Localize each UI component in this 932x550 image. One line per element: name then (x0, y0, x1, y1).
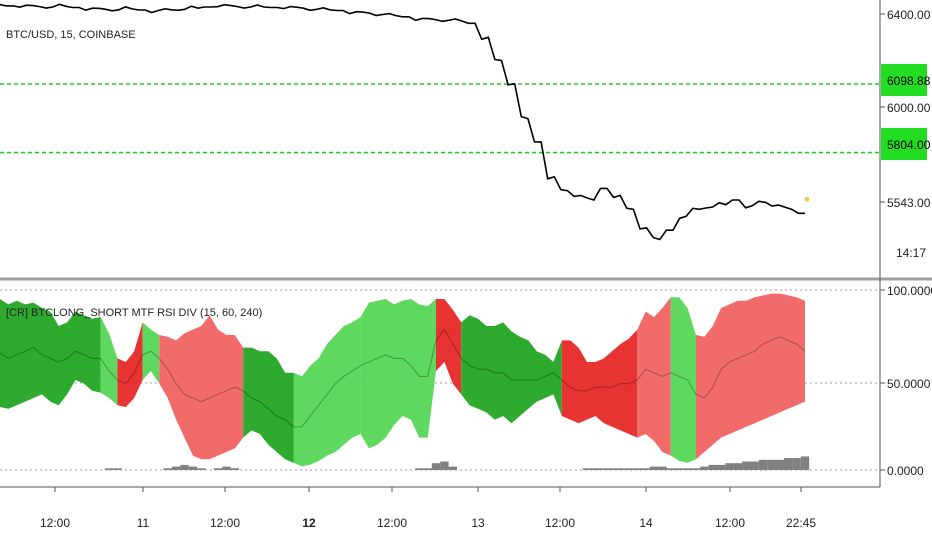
last-price-marker (804, 196, 810, 202)
volume-bar (188, 466, 198, 470)
volume-bar (113, 468, 122, 470)
countdown-timer: 14:17 (896, 246, 926, 260)
volume-bar (448, 466, 457, 470)
price-tick-6400: 6400.00 (887, 8, 931, 22)
volume-bar (431, 463, 441, 470)
time-tick-label: 14 (639, 516, 653, 530)
volume-bar (213, 468, 223, 470)
rsi-band-segment-7 (293, 317, 361, 467)
price-line (0, 3, 805, 241)
volume-bar (180, 464, 189, 470)
rsi-mid-line (0, 328, 806, 428)
rsi-tick-50: 50.0000 (887, 377, 931, 391)
volume-bar (708, 464, 717, 470)
volume-bar (423, 468, 432, 470)
time-tick-label: 13 (471, 516, 485, 530)
volume-bar (742, 461, 751, 470)
volume-bar (591, 468, 600, 470)
time-tick-label: 11 (137, 516, 150, 530)
time-tick-label: 12 (302, 516, 316, 530)
level-badge-6098 (881, 64, 927, 96)
volume-bar (750, 461, 759, 470)
volume-bar (800, 456, 810, 470)
rsi-band-segment-5 (159, 315, 244, 460)
volume-bar (624, 468, 634, 470)
volume-bar (641, 468, 650, 470)
indicator-pane[interactable]: [CR] BTCLONG_SHORT MTF RSI DIV (15, 60, … (0, 289, 880, 471)
volume-bar (767, 459, 776, 470)
volume-bar (675, 468, 684, 470)
volume-bar (197, 468, 206, 470)
level-badge-5804 (881, 128, 927, 160)
rsi-band-segment-3 (117, 322, 143, 407)
volume-bar (607, 468, 617, 470)
price-tick-5543: 5543.00 (887, 196, 931, 210)
rsi-band-segment-13 (670, 297, 696, 463)
rsi-band-segment-10 (461, 315, 562, 424)
volume-bar (700, 466, 709, 470)
time-tick-label: 12:00 (40, 516, 70, 530)
price-legend: BTC/USD, 15, COINBASE (6, 29, 136, 41)
volume-bar (716, 464, 726, 470)
volume-bar (792, 458, 801, 470)
volume-bar (784, 458, 793, 470)
price-tick-6000: 6000.00 (887, 101, 931, 115)
rsi-tick-0: 0.0000 (887, 464, 924, 478)
volume-bar (775, 459, 784, 470)
volume-bar (658, 466, 667, 470)
indicator-legend: [CR] BTCLONG_SHORT MTF RSI DIV (15, 60, … (6, 307, 262, 319)
volume-bar (733, 463, 743, 470)
level-label-5804: 5804.00 (887, 138, 931, 152)
rsi-band-segment-11 (561, 329, 638, 438)
volume-bar (599, 468, 608, 470)
rsi-band-segment-12 (637, 297, 671, 456)
rsi-band-segment-14 (696, 293, 805, 460)
time-tick-label: 12:00 (210, 516, 240, 530)
price-pane[interactable]: BTC/USD, 15, COINBASE (0, 3, 880, 241)
volume-bar (666, 468, 675, 470)
volume-bar (171, 466, 181, 470)
volume-bar (230, 468, 239, 470)
rsi-tick-100: 100.0000 (887, 284, 932, 298)
time-tick-label: 12:00 (377, 516, 407, 530)
volume-bar (440, 461, 449, 470)
rsi-band-segment-8 (360, 299, 436, 449)
rsi-band-segment-1 (0, 299, 101, 409)
time-scale[interactable]: 12:00 11 12:00 12 12:00 13 12:00 14 12:00 22:45 (0, 486, 880, 530)
volume-bar (104, 468, 114, 470)
volume-bar (616, 468, 625, 470)
time-tick-label: 12:00 (715, 516, 745, 530)
time-tick-label: 12:00 (545, 516, 575, 530)
volume-bar (758, 459, 768, 470)
volume-bar (415, 468, 424, 470)
price-scale[interactable]: 6400.00 6000.00 5543.00 14:17 6098.88 58… (879, 0, 932, 487)
rsi-band-segment-9 (436, 299, 462, 395)
volume-bar (649, 466, 659, 470)
rsi-band-segment-2 (100, 317, 118, 406)
volume-bar (691, 468, 701, 470)
volume-bar (222, 466, 231, 470)
volume-bar (163, 468, 172, 470)
rsi-band-segment-6 (243, 347, 294, 463)
rsi-band-segment-4 (142, 322, 160, 384)
level-label-6098: 6098.88 (887, 74, 931, 88)
volume-bar (725, 463, 734, 470)
volume-bar (582, 468, 592, 470)
volume-bar (683, 468, 692, 470)
time-tick-label: 22:45 (786, 516, 816, 530)
volume-bar (633, 468, 642, 470)
